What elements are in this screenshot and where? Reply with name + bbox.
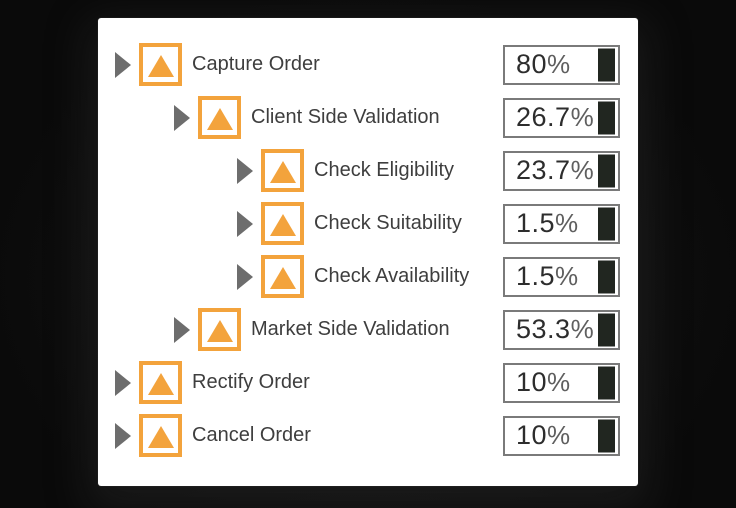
- percent-value: 10: [516, 367, 548, 397]
- percent-value: 80: [516, 49, 548, 79]
- node-label[interactable]: Check Eligibility: [314, 159, 455, 181]
- orange-triangle-icon: [206, 107, 233, 130]
- process-node-icon[interactable]: [139, 43, 182, 86]
- node-label[interactable]: Capture Order: [192, 53, 320, 75]
- process-node-icon[interactable]: [261, 255, 304, 298]
- percent-box[interactable]: 1.5%: [503, 256, 620, 297]
- percent-box[interactable]: 1.5%: [503, 203, 620, 244]
- process-node-icon[interactable]: [198, 96, 241, 139]
- expand-arrow-icon[interactable]: [115, 369, 131, 396]
- percent-sign: %: [570, 102, 594, 132]
- percent-bar-handle: [598, 419, 615, 452]
- tree-row: Check Availability 1.5%: [98, 250, 620, 303]
- percent-box[interactable]: 80%: [503, 44, 620, 85]
- expand-arrow-icon[interactable]: [237, 263, 253, 290]
- percent-sign: %: [570, 314, 594, 344]
- percent-box[interactable]: 26.7%: [503, 97, 620, 138]
- percent-value: 26.7: [516, 102, 571, 132]
- expand-arrow-icon[interactable]: [174, 316, 190, 343]
- tree-row: Rectify Order 10%: [98, 356, 620, 409]
- percent-sign: %: [570, 155, 594, 185]
- percent-value: 23.7: [516, 155, 571, 185]
- node-label[interactable]: Rectify Order: [192, 371, 310, 393]
- orange-triangle-icon: [147, 372, 174, 395]
- tree-row: Check Suitability 1.5%: [98, 197, 620, 250]
- percent-value: 10: [516, 420, 548, 450]
- percent-value: 1.5: [516, 261, 556, 291]
- process-node-icon[interactable]: [261, 149, 304, 192]
- percent-bar-handle: [598, 48, 615, 81]
- percent-bar-handle: [598, 366, 615, 399]
- node-label[interactable]: Market Side Validation: [251, 318, 450, 340]
- percent-bar-handle: [598, 154, 615, 187]
- orange-triangle-icon: [147, 425, 174, 448]
- tree-row: Capture Order 80%: [98, 38, 620, 91]
- percent-sign: %: [547, 49, 571, 79]
- node-label[interactable]: Check Availability: [314, 265, 470, 287]
- tree-row: Check Eligibility 23.7%: [98, 144, 620, 197]
- percent-bar-handle: [598, 313, 615, 346]
- node-label[interactable]: Client Side Validation: [251, 106, 440, 128]
- percent-sign: %: [555, 208, 579, 238]
- process-node-icon[interactable]: [139, 414, 182, 457]
- process-node-icon[interactable]: [198, 308, 241, 351]
- percent-sign: %: [555, 261, 579, 291]
- node-label[interactable]: Check Suitability: [314, 212, 462, 234]
- orange-triangle-icon: [269, 266, 296, 289]
- percent-value: 1.5: [516, 208, 556, 238]
- expand-arrow-icon[interactable]: [174, 104, 190, 131]
- orange-triangle-icon: [206, 319, 233, 342]
- orange-triangle-icon: [147, 54, 174, 77]
- percent-box[interactable]: 10%: [503, 362, 620, 403]
- percent-bar-handle: [598, 260, 615, 293]
- expand-arrow-icon[interactable]: [115, 51, 131, 78]
- percent-box[interactable]: 53.3%: [503, 309, 620, 350]
- tree-row: Client Side Validation 26.7%: [98, 91, 620, 144]
- process-node-icon[interactable]: [139, 361, 182, 404]
- node-label[interactable]: Cancel Order: [192, 424, 311, 446]
- orange-triangle-icon: [269, 213, 296, 236]
- expand-arrow-icon[interactable]: [115, 422, 131, 449]
- percent-sign: %: [547, 420, 571, 450]
- percent-value: 53.3: [516, 314, 571, 344]
- process-tree-card: Capture Order 80% Client Side Validation…: [98, 18, 638, 486]
- percent-sign: %: [547, 367, 571, 397]
- expand-arrow-icon[interactable]: [237, 210, 253, 237]
- tree-row: Cancel Order 10%: [98, 409, 620, 462]
- percent-box[interactable]: 23.7%: [503, 150, 620, 191]
- percent-box[interactable]: 10%: [503, 415, 620, 456]
- orange-triangle-icon: [269, 160, 296, 183]
- tree-row: Market Side Validation 53.3%: [98, 303, 620, 356]
- expand-arrow-icon[interactable]: [237, 157, 253, 184]
- percent-bar-handle: [598, 207, 615, 240]
- process-node-icon[interactable]: [261, 202, 304, 245]
- percent-bar-handle: [598, 101, 615, 134]
